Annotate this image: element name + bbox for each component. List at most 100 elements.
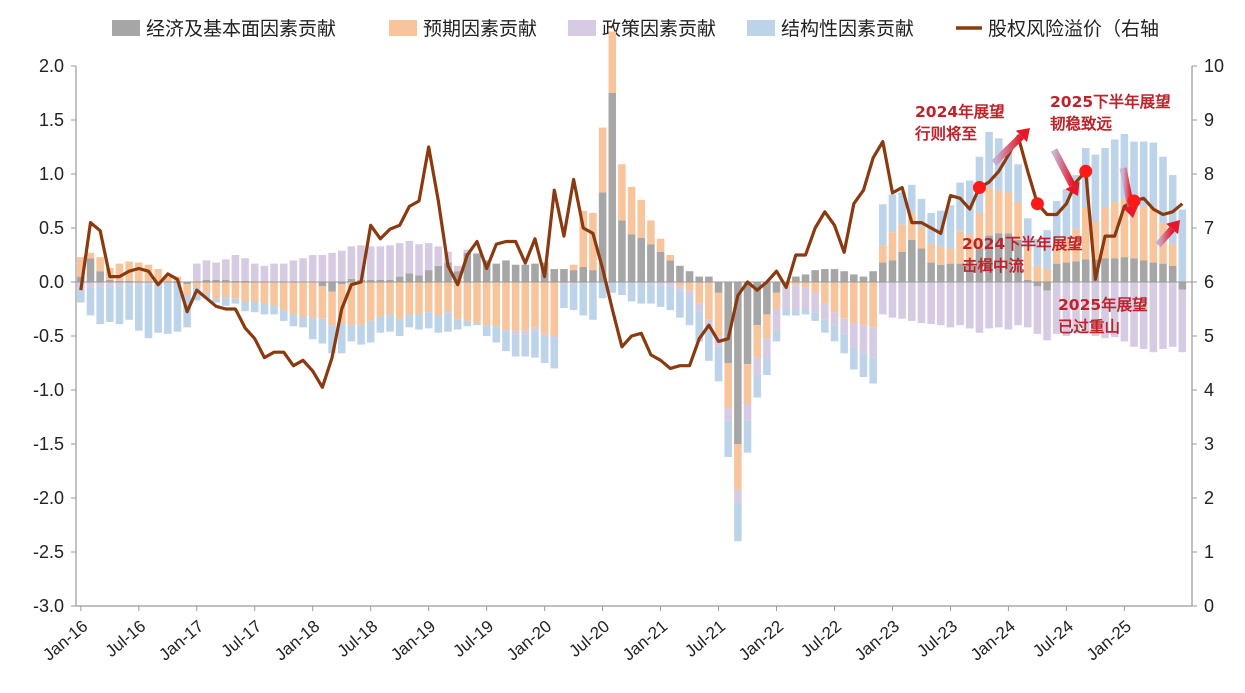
policy-bar <box>975 282 984 333</box>
struct-bar <box>1033 238 1042 266</box>
expect-bar <box>193 282 201 288</box>
x-tick-label: Jan-18 <box>271 617 323 665</box>
y2-tick-label: 1 <box>1204 542 1214 562</box>
econ-bar <box>821 269 829 282</box>
policy-bar <box>308 255 317 282</box>
econ-bar <box>908 239 916 282</box>
policy-bar <box>540 333 549 336</box>
bars-layer <box>77 31 1187 542</box>
y-tick-label: -1.0 <box>33 380 64 400</box>
policy-bar <box>763 338 771 359</box>
struct-bar <box>415 314 423 330</box>
struct-bar <box>792 310 800 316</box>
policy-bar <box>144 282 153 285</box>
expect-bar <box>357 282 365 326</box>
expect-bar <box>502 282 510 330</box>
x-tick-label: Jan-17 <box>155 617 207 665</box>
expect-bar <box>840 282 848 319</box>
econ-bar <box>318 282 327 287</box>
struct-bar <box>77 289 85 303</box>
struct-bar <box>898 192 906 225</box>
policy-bar <box>637 282 646 284</box>
econ-bar <box>763 282 771 315</box>
struct-bar <box>270 305 278 315</box>
policy-legend-swatch <box>568 20 596 36</box>
policy-bar <box>879 282 887 315</box>
policy-bar <box>560 282 568 285</box>
marker-arrow-2024h2 <box>1050 148 1080 196</box>
econ-bar <box>1072 261 1080 282</box>
y2-tick-label: 4 <box>1204 380 1214 400</box>
econ-bar <box>743 282 752 365</box>
econ-bar <box>395 276 404 282</box>
expect-bar <box>1120 198 1129 258</box>
policy-bar <box>231 255 240 281</box>
expect-bar <box>444 282 452 313</box>
econ-bar <box>444 262 452 282</box>
policy-bar <box>1052 282 1061 334</box>
policy-bar <box>241 258 249 281</box>
policy-bar <box>1168 282 1177 347</box>
struct-bar <box>1120 134 1129 199</box>
struct-bar <box>424 312 433 329</box>
econ-bar <box>618 220 626 282</box>
legend: 经济及基本面因素贡献 预期因素贡献 政策因素贡献 结构性因素贡献 股权风险溢价（右轴 <box>112 18 1159 40</box>
struct-bar <box>695 311 703 342</box>
econ-bar <box>405 273 414 282</box>
econ-bar <box>424 270 433 282</box>
expect-bar <box>985 188 993 236</box>
policy-bar <box>956 282 964 326</box>
expect-bar <box>463 282 472 321</box>
expect-bar <box>473 282 481 324</box>
econ-bar <box>579 266 588 282</box>
struct-bar <box>154 283 162 333</box>
econ-bar <box>434 265 443 282</box>
policy-bar <box>898 282 906 319</box>
struct-bar <box>821 319 829 333</box>
struct-bar <box>125 284 133 320</box>
y2-tick-label: 0 <box>1204 596 1214 616</box>
econ-bar <box>1014 239 1022 282</box>
policy-bar <box>782 285 790 309</box>
expect-bar <box>511 282 520 331</box>
econ-bar <box>1159 263 1167 282</box>
struct-bar <box>656 285 665 307</box>
expect-bar <box>231 282 240 299</box>
expect-bar <box>154 269 162 282</box>
marker-arrow-2025h2 <box>1155 220 1180 248</box>
x-tick-label: Jul-19 <box>450 617 498 661</box>
expect-bar <box>946 248 955 264</box>
struct-bar <box>241 301 249 312</box>
econ-bar <box>879 262 887 282</box>
struct-bar <box>318 318 327 344</box>
struct-bar <box>144 284 153 339</box>
policy-bar <box>647 282 655 285</box>
x-tick-label: Jul-16 <box>102 617 150 661</box>
expect-bar <box>589 212 597 271</box>
y-tick-label: -1.5 <box>33 434 64 454</box>
policy-bar <box>859 325 868 354</box>
econ-bar <box>1149 262 1158 282</box>
econ-bar <box>705 276 713 282</box>
econ-bar <box>569 270 578 282</box>
struct-bar <box>879 204 887 246</box>
econ-bar <box>241 280 249 282</box>
policy-bar <box>521 330 530 335</box>
expect-bar <box>917 226 926 249</box>
expect-bar <box>879 245 887 263</box>
y2-tick-label: 3 <box>1204 434 1214 454</box>
econ-bar <box>1178 282 1187 290</box>
struct-bar <box>772 330 781 342</box>
policy-bar <box>801 287 810 309</box>
econ-bar <box>212 279 220 282</box>
y2-tick-label: 7 <box>1204 218 1214 238</box>
expect-bar <box>569 264 578 271</box>
struct-bar <box>96 286 104 325</box>
struct-bar <box>714 346 723 382</box>
struct-bar <box>1168 175 1177 245</box>
expect-bar <box>289 282 298 315</box>
y2-tick-label: 10 <box>1204 56 1224 76</box>
struct-bar <box>473 323 481 326</box>
expect-bar <box>1052 242 1061 264</box>
expect-bar <box>994 190 1003 234</box>
